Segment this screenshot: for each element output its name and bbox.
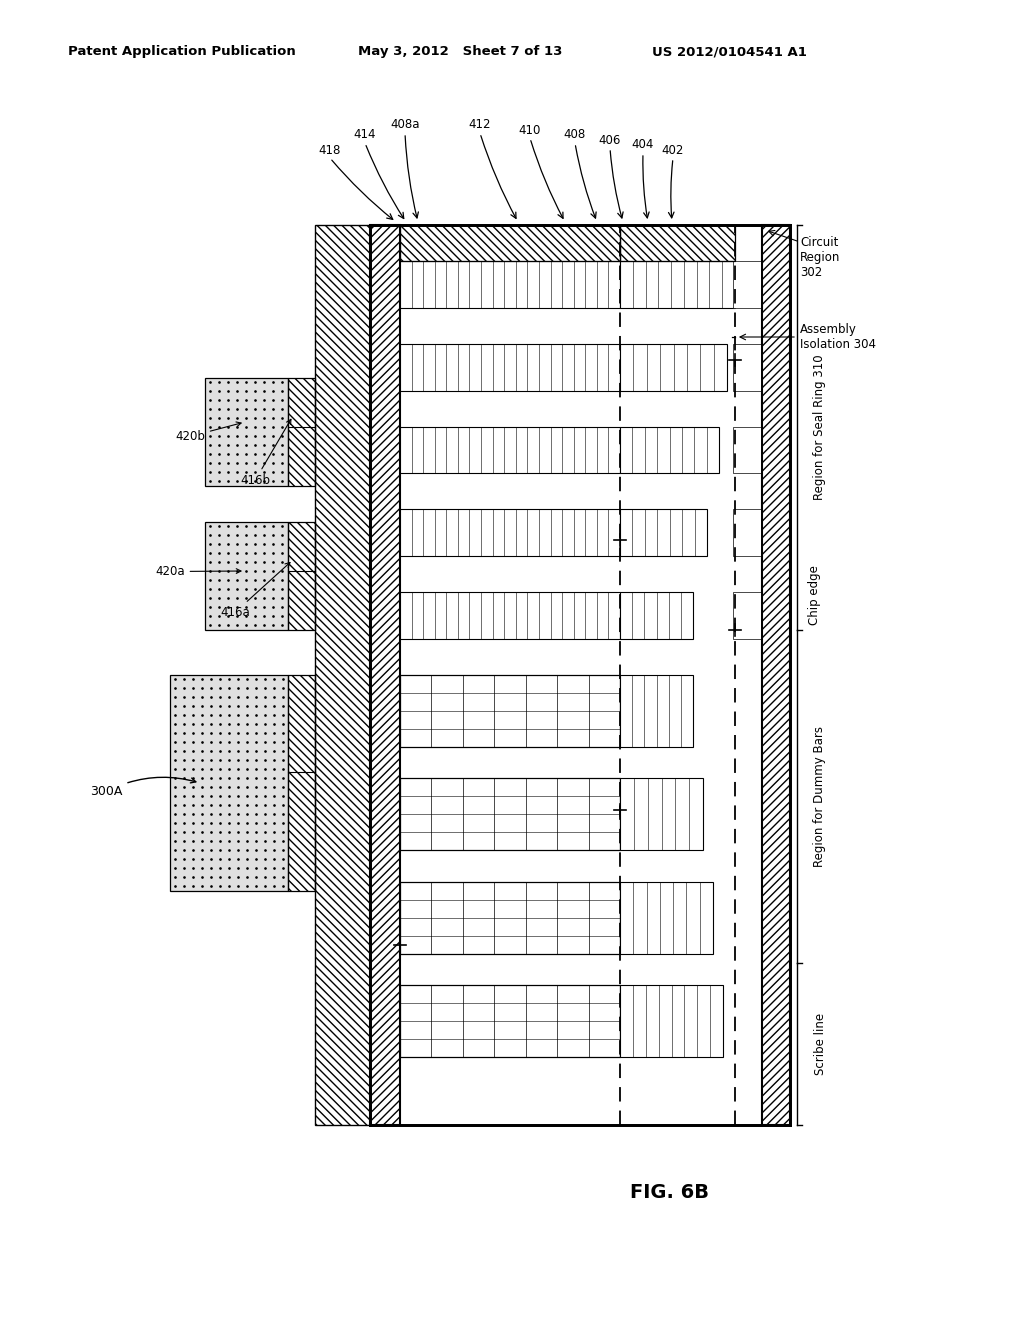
Text: Region for Seal Ring 310: Region for Seal Ring 310: [813, 355, 826, 500]
Bar: [288, 378, 315, 486]
Bar: [370, 224, 400, 1125]
Text: 420a: 420a: [155, 565, 241, 578]
Bar: [733, 426, 762, 474]
Text: 404: 404: [632, 139, 654, 152]
Bar: [762, 224, 790, 1125]
Bar: [288, 675, 315, 891]
Text: Circuit: Circuit: [800, 236, 839, 249]
Text: 406: 406: [599, 133, 622, 147]
Bar: [400, 510, 620, 556]
Text: 416b: 416b: [240, 420, 291, 487]
Text: 416a: 416a: [220, 562, 290, 619]
Bar: [620, 343, 727, 391]
Text: 412: 412: [469, 119, 492, 132]
Bar: [400, 593, 620, 639]
Bar: [620, 593, 693, 639]
Bar: [620, 779, 703, 850]
Bar: [288, 521, 315, 630]
Text: Region: Region: [800, 252, 841, 264]
Bar: [205, 378, 288, 486]
Bar: [733, 343, 762, 391]
Bar: [400, 675, 620, 747]
Bar: [315, 224, 370, 1125]
Bar: [170, 675, 288, 891]
Text: 302: 302: [800, 267, 822, 280]
Bar: [620, 224, 735, 261]
Bar: [400, 261, 620, 308]
Bar: [620, 986, 723, 1057]
Text: 418: 418: [318, 144, 341, 157]
Text: Isolation 304: Isolation 304: [800, 338, 876, 351]
Text: Assembly: Assembly: [800, 323, 857, 337]
Text: May 3, 2012   Sheet 7 of 13: May 3, 2012 Sheet 7 of 13: [358, 45, 562, 58]
Text: Chip edge: Chip edge: [808, 565, 821, 624]
Text: Scribe line: Scribe line: [813, 1012, 826, 1074]
Text: 408a: 408a: [390, 119, 420, 132]
Text: Patent Application Publication: Patent Application Publication: [68, 45, 296, 58]
Bar: [400, 224, 620, 261]
Bar: [620, 675, 693, 747]
Bar: [733, 593, 762, 639]
Bar: [400, 986, 620, 1057]
Bar: [733, 261, 762, 308]
Bar: [400, 882, 620, 954]
Text: 300A: 300A: [90, 777, 196, 799]
Text: 420b: 420b: [175, 422, 241, 444]
Text: US 2012/0104541 A1: US 2012/0104541 A1: [652, 45, 807, 58]
Text: 410: 410: [519, 124, 542, 136]
Text: Region for Dummy Bars: Region for Dummy Bars: [813, 726, 826, 867]
Text: 402: 402: [662, 144, 684, 157]
Bar: [370, 224, 790, 1125]
Bar: [400, 426, 620, 474]
Bar: [620, 882, 713, 954]
Bar: [620, 261, 735, 308]
Bar: [620, 426, 719, 474]
Text: 414: 414: [353, 128, 376, 141]
Bar: [205, 521, 288, 630]
Text: 408: 408: [564, 128, 586, 141]
Bar: [733, 510, 762, 556]
Text: FIG. 6B: FIG. 6B: [630, 1184, 709, 1203]
Bar: [400, 779, 620, 850]
Bar: [400, 343, 620, 391]
Bar: [620, 510, 707, 556]
